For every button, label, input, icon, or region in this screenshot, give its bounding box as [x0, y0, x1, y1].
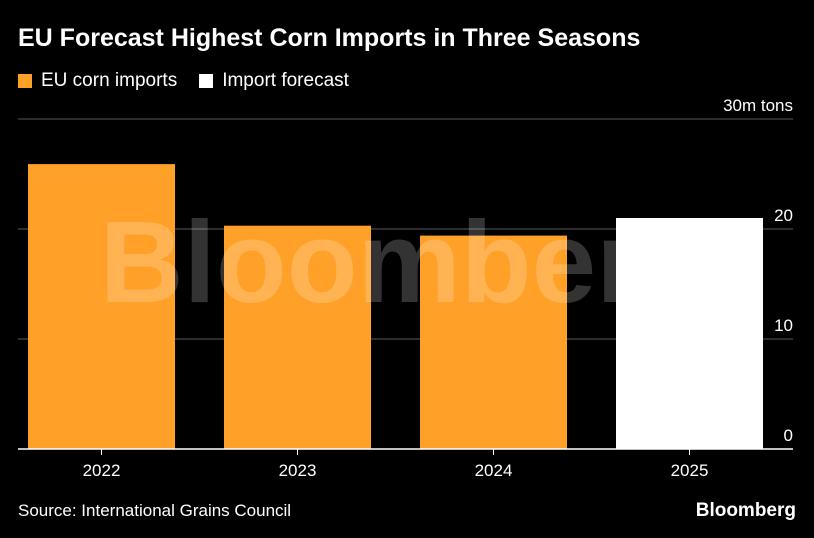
watermark: Bloomberg [100, 197, 712, 327]
x-tick-label-2024: 2024 [475, 461, 513, 480]
y-tick-label-30: 30m tons [723, 96, 793, 115]
x-tick-label-2025: 2025 [671, 461, 709, 480]
bar-2022 [28, 164, 175, 449]
y-tick-label-0: 0 [784, 426, 793, 445]
legend-label-eu-corn-imports: EU corn imports [41, 70, 178, 91]
bar-2023 [224, 225, 371, 449]
y-tick-label-20: 20 [774, 206, 793, 225]
bar-2025 [616, 218, 763, 449]
source-note: Source: International Grains Council [18, 501, 292, 520]
legend-swatch-import-forecast [199, 74, 214, 88]
legend-item-eu-corn-imports: EU corn imports [18, 70, 177, 92]
legend-swatch-eu-corn-imports [18, 74, 32, 88]
legend-label-import-forecast: Import forecast [222, 70, 349, 91]
bar-2024 [420, 235, 567, 449]
chart-title: EU Forecast Highest Corn Imports in Thre… [18, 24, 641, 52]
x-tick-label-2022: 2022 [83, 461, 121, 480]
x-tick-label-2023: 2023 [279, 461, 317, 480]
y-tick-label-10: 10 [774, 316, 793, 335]
legend-item-import-forecast: Import forecast [199, 70, 349, 92]
brand-logo: Bloomberg [695, 500, 796, 521]
chart-legend: EU corn imports Import forecast [18, 70, 349, 92]
